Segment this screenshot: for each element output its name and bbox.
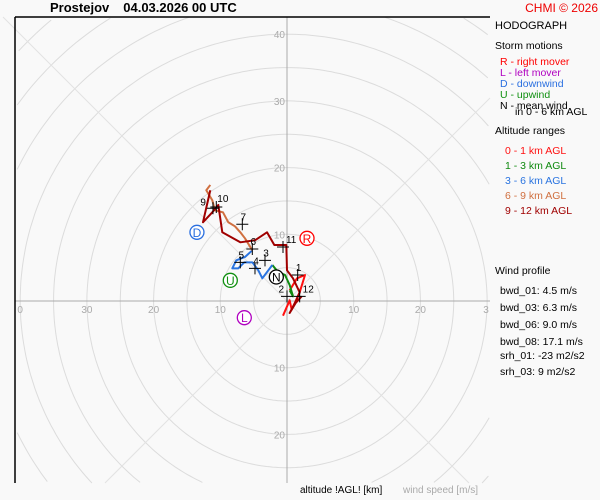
altitude-range-legend-item: 1 - 3 km AGL bbox=[505, 160, 567, 172]
height-marker-cross bbox=[206, 202, 219, 215]
storm-motion-legend-item: U - upwind bbox=[500, 89, 551, 101]
storm-motion-marker bbox=[299, 230, 315, 246]
storm-motion-legend-item: D - downwind bbox=[500, 78, 564, 90]
height-marker-cross bbox=[210, 200, 223, 213]
wind-profile-value: bwd_08: 17.1 m/s bbox=[500, 336, 583, 348]
altitude-ranges-title: Altitude ranges bbox=[495, 125, 566, 137]
storm-motion-label: U bbox=[226, 274, 235, 288]
storm-motion-marker bbox=[268, 269, 284, 285]
height-marker-label: 4 bbox=[253, 256, 259, 267]
legend-panel: HODOGRAPH Storm motions in 0 - 6 km AGL … bbox=[495, 0, 600, 480]
wind-profile-value: bwd_01: 4.5 m/s bbox=[500, 285, 578, 297]
height-marker-cross bbox=[246, 242, 259, 255]
height-marker-cross bbox=[291, 268, 304, 281]
height-marker-label: 5 bbox=[239, 250, 245, 261]
x-tick-label: 10 bbox=[348, 305, 360, 316]
height-marker-label: 3 bbox=[263, 248, 269, 259]
y-tick-label: 20 bbox=[274, 164, 286, 175]
height-marker-cross bbox=[236, 218, 249, 231]
srh-value: srh_01: -23 m2/s2 bbox=[500, 350, 585, 362]
srh-value: srh_03: 9 m2/s2 bbox=[500, 366, 576, 378]
speed-ring bbox=[19, 33, 489, 484]
x-tick-label: 30 bbox=[81, 305, 93, 316]
diagonal-gridline bbox=[104, 97, 491, 484]
x-tick-label: 20 bbox=[148, 305, 160, 316]
height-marker-label: 2 bbox=[278, 284, 284, 295]
storm-motion-legend-item: R - right mover bbox=[500, 56, 570, 68]
height-marker-cross bbox=[276, 240, 289, 253]
speed-ring bbox=[18, 19, 52, 52]
x-tick-label: 20 bbox=[415, 305, 427, 316]
speed-ring bbox=[53, 67, 490, 483]
storm-motion-marker bbox=[236, 310, 252, 326]
height-marker-label: 10 bbox=[217, 194, 229, 205]
height-marker-cross bbox=[293, 290, 306, 303]
wind-speed-label: wind speed [m/s] bbox=[403, 485, 479, 496]
chart-title: Prostejov 04.03.2026 00 UTC bbox=[50, 0, 251, 15]
height-marker-cross bbox=[248, 262, 261, 275]
height-marker-label: 9 bbox=[200, 197, 206, 208]
y-tick-label: 20 bbox=[274, 430, 286, 441]
storm-motions-title: Storm motions bbox=[495, 40, 563, 52]
speed-ring bbox=[16, 17, 488, 106]
storm-motion-marker bbox=[189, 224, 205, 240]
wind-profile-value: bwd_06: 9.0 m/s bbox=[500, 319, 578, 331]
altitude-range-legend-item: 9 - 12 km AGL bbox=[505, 205, 573, 217]
y-tick-label: 40 bbox=[274, 30, 286, 41]
height-marker-cross bbox=[281, 290, 293, 303]
x-tick-label: 0 bbox=[17, 305, 23, 316]
x-tick-label: 10 bbox=[215, 305, 227, 316]
diagonal-gridline bbox=[2, 16, 470, 484]
speed-ring bbox=[86, 100, 488, 483]
storm-motion-label: L bbox=[241, 311, 248, 325]
height-marker-cross bbox=[234, 256, 247, 269]
height-marker-cross bbox=[258, 254, 271, 267]
altitude-label: altitude !AGL! [km] bbox=[300, 485, 383, 496]
storm-motion-legend-item: L - left mover bbox=[500, 67, 561, 79]
speed-ring bbox=[16, 16, 489, 482]
x-tick-label: 3 bbox=[483, 305, 489, 316]
height-marker-label: 11 bbox=[286, 235, 297, 246]
y-tick-label: 10 bbox=[274, 364, 286, 375]
height-marker-label: 12 bbox=[303, 284, 315, 295]
height-marker-label: 6 bbox=[251, 237, 257, 248]
height-marker-label: 7 bbox=[241, 212, 247, 223]
copyright: CHMI © 2026 bbox=[525, 1, 598, 15]
y-tick-label: 10 bbox=[274, 230, 286, 241]
altitude-range-legend-item: 6 - 9 km AGL bbox=[505, 190, 567, 202]
storm-motion-label: N bbox=[272, 270, 281, 284]
storm-motion-label: R bbox=[303, 232, 312, 246]
storm-motion-marker bbox=[222, 272, 238, 288]
wind-profile-value: bwd_03: 6.3 m/s bbox=[500, 302, 578, 314]
altitude-range-legend-item: 3 - 6 km AGL bbox=[505, 175, 567, 187]
datetime: 04.03.2026 00 UTC bbox=[123, 0, 237, 15]
wind-profile-title: Wind profile bbox=[495, 265, 551, 277]
station-name: Prostejov bbox=[50, 0, 110, 15]
altitude-range-legend-item: 0 - 1 km AGL bbox=[505, 145, 567, 157]
legend-title: HODOGRAPH bbox=[495, 20, 568, 32]
storm-motion-legend-item: N - mean wind bbox=[500, 100, 568, 112]
storm-note: in 0 - 6 km AGL bbox=[515, 106, 588, 118]
height-marker-label: 1 bbox=[296, 263, 302, 274]
y-tick-label: 30 bbox=[274, 97, 286, 108]
storm-motion-label: D bbox=[193, 226, 202, 240]
